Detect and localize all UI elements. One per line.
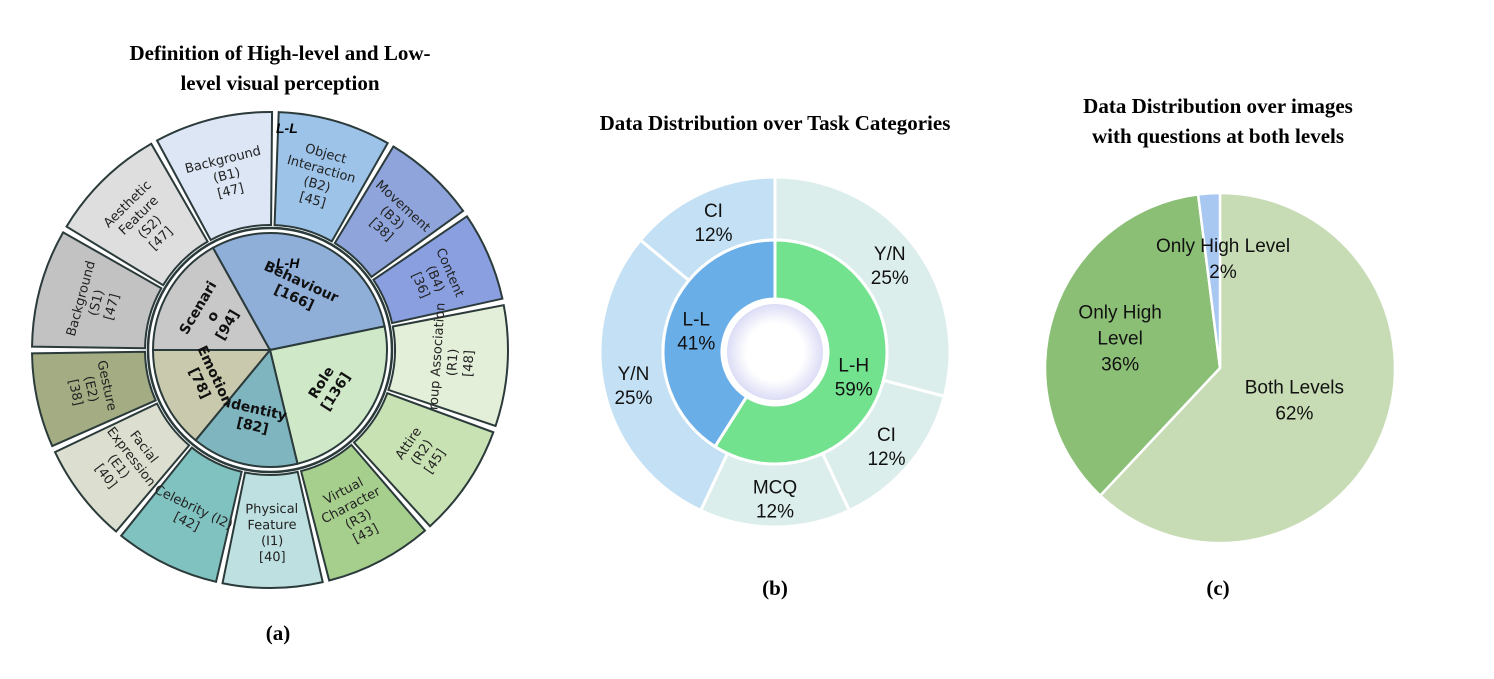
sunburst-inner-ring: Scenario[94]Behaviour[166]Role[136]Ident… bbox=[146, 226, 394, 474]
panel-c-caption: (c) bbox=[1206, 576, 1229, 600]
pie-slice-only-high-level-1 bbox=[1043, 192, 1222, 498]
outer-segment-background bbox=[31, 230, 163, 350]
outer-segment-movement bbox=[333, 145, 465, 279]
inner-segment-scenario bbox=[151, 246, 272, 351]
outer-segment-background bbox=[155, 111, 274, 242]
pie-slice-only-high-level-2 bbox=[1196, 191, 1222, 369]
outer-label-ci-l-h: CI 12% bbox=[867, 425, 905, 470]
inner-label-l-l: L-L 41% bbox=[677, 310, 715, 355]
inner-segment-identity bbox=[194, 347, 299, 468]
outer-label-mcq-l-h: MCQ 12% bbox=[753, 477, 797, 522]
outer-label-ci-l-l: CI 12% bbox=[694, 201, 732, 246]
panel-c-title-line1: Data Distribution over images bbox=[1083, 94, 1353, 118]
donut-center-hole bbox=[727, 304, 823, 400]
pie-label-only-high-level-2: Only High Level 2% bbox=[1156, 236, 1290, 283]
outer-segment-aesthetic bbox=[65, 142, 209, 287]
sunburst-outer-ring: Background(S1)[47]AestheticFeature(S2)[4… bbox=[31, 111, 509, 589]
outer-label-y-n-l-l: Y/N 25% bbox=[614, 364, 652, 409]
panel-c: Data Distribution over images with quest… bbox=[1043, 94, 1397, 600]
inner-ring-border bbox=[146, 226, 394, 474]
inner-label-l-h: L-H 59% bbox=[835, 355, 873, 400]
donut-labels: L-H 59% L-L 41% Y/N 25% CI 12% MCQ 12% Y/N 25% CI 12% bbox=[614, 201, 908, 522]
inner-slice-l-h bbox=[712, 238, 889, 466]
outer-label-physical: PhysicalFeature(I1)[40] bbox=[245, 502, 299, 566]
outer-segment-celebrity-i2 bbox=[119, 446, 243, 584]
outer-segment-facial bbox=[53, 402, 191, 533]
tag-lh: L-H bbox=[276, 255, 300, 271]
outer-segment-virtual bbox=[299, 443, 427, 582]
outer-segment-object bbox=[273, 111, 390, 243]
pie-label-both-levels-0: Both Levels 62% bbox=[1245, 378, 1344, 425]
panel-c-title-line2: with questions at both levels bbox=[1092, 124, 1344, 148]
panel-a-title-line1: Definition of High-level and Low- bbox=[129, 41, 430, 65]
pie-label-only-high-level-1: Only High Level 36% bbox=[1078, 303, 1161, 376]
inner-segment-role bbox=[268, 325, 388, 465]
outer-segment-group-association bbox=[387, 304, 509, 428]
pie-slice-both-levels-0 bbox=[1098, 191, 1397, 545]
pie-labels: Both Levels 62% Only High Level 36% Only High… bbox=[1078, 236, 1344, 424]
panel-b: Data Distribution over Task Categories L… bbox=[598, 111, 952, 600]
panel-a-title-line2: level visual perception bbox=[180, 71, 379, 95]
donut-inner-ring bbox=[661, 238, 889, 466]
donut-outer-ring bbox=[598, 175, 952, 529]
inner-segment-behaviour bbox=[211, 232, 386, 352]
outer-label-aesthetic: AestheticFeature(S2)[47] bbox=[101, 178, 188, 265]
pie-slices bbox=[1043, 191, 1397, 545]
outer-segment-attire bbox=[352, 391, 495, 528]
panel-a: Definition of High-level and Low- level … bbox=[31, 41, 509, 645]
outer-label-y-n-l-h: Y/N 25% bbox=[871, 244, 909, 289]
panel-a-caption: (a) bbox=[266, 621, 291, 645]
outer-segment-physical bbox=[221, 470, 324, 589]
outer-segment-content bbox=[372, 214, 504, 325]
tag-ll: L-L bbox=[276, 120, 298, 136]
outer-segment-gesture bbox=[31, 350, 157, 448]
panel-b-caption: (b) bbox=[762, 576, 788, 600]
panel-b-title: Data Distribution over Task Categories bbox=[600, 111, 951, 135]
inner-slice-l-l bbox=[661, 238, 777, 449]
inner-segment-emotion bbox=[151, 349, 273, 442]
